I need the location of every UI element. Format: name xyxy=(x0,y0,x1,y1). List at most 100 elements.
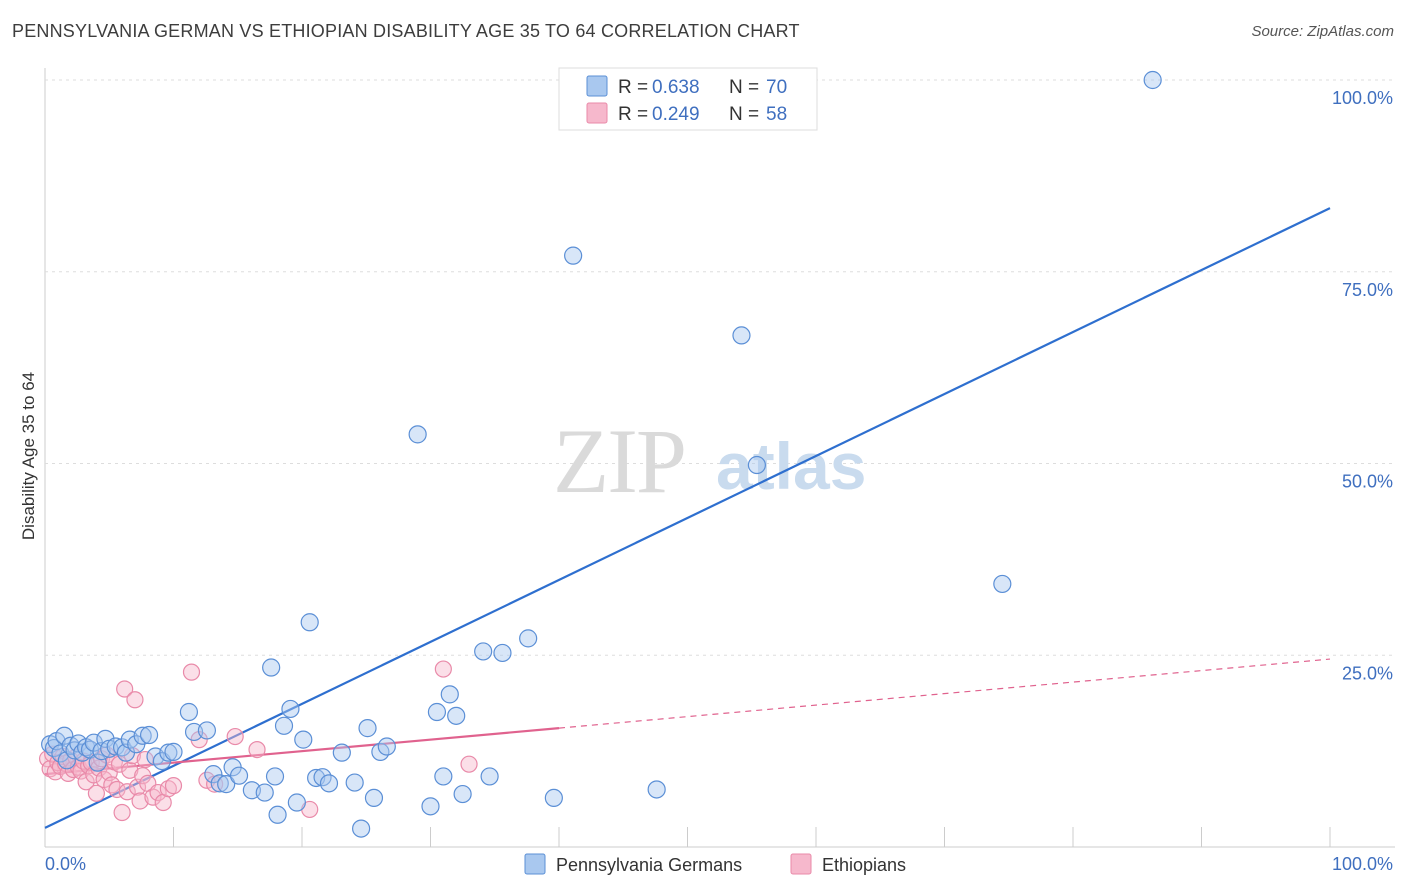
y-tick-label: 50.0% xyxy=(1342,472,1393,492)
pennsylvania-germans-point xyxy=(210,774,229,793)
pennsylvania-germans-point xyxy=(204,765,223,784)
pennsylvania-germans-point xyxy=(88,753,107,772)
legend-r-value-blue: 0.638 xyxy=(652,77,700,98)
legend-n-value-blue: 70 xyxy=(766,77,787,98)
pennsylvania-germans-point xyxy=(57,751,76,770)
series-legend-label-blue: Pennsylvania Germans xyxy=(556,855,742,875)
pennsylvania-germans-point xyxy=(447,706,466,725)
pennsylvania-germans-point xyxy=(96,729,115,748)
pennsylvania-germans-point xyxy=(55,726,74,745)
ethiopians-point xyxy=(144,788,162,806)
pennsylvania-germans-point xyxy=(434,767,453,786)
ethiopians-point xyxy=(103,776,121,794)
trend-line-ethiopians xyxy=(44,727,560,776)
ethiopians-point xyxy=(460,755,478,773)
ethiopians-point xyxy=(121,761,139,779)
pennsylvania-germans-point xyxy=(287,793,306,812)
pennsylvania-germans-point xyxy=(139,725,159,745)
ethiopians-point xyxy=(149,783,167,802)
chart-title: PENNSYLVANIA GERMAN VS ETHIOPIAN DISABIL… xyxy=(12,21,800,41)
y-tick-label: 25.0% xyxy=(1342,663,1393,683)
pennsylvania-germans-point xyxy=(453,784,472,804)
pennsylvania-germans-point xyxy=(993,574,1012,594)
pennsylvania-germans-point xyxy=(732,326,751,345)
ethiopians-point xyxy=(87,784,106,802)
legend-r-value-pink: 0.249 xyxy=(652,104,700,125)
ethiopians-point xyxy=(131,792,149,810)
trend-line-pennsylvania-germans xyxy=(44,207,1331,829)
pennsylvania-germans-point xyxy=(133,726,152,745)
series-pennsylvania-germans-points xyxy=(41,70,1162,838)
y-axis-title: Disability Age 35 to 64 xyxy=(19,372,38,540)
watermark: ZIP atlas xyxy=(553,410,866,512)
pennsylvania-germans-point xyxy=(164,742,183,761)
legend-n-label-blue: N = xyxy=(729,77,759,98)
pennsylvania-germans-point xyxy=(217,775,236,794)
pennsylvania-germans-point xyxy=(1143,70,1162,90)
pennsylvania-germans-point xyxy=(440,685,459,704)
ethiopians-point xyxy=(159,780,177,798)
pennsylvania-germans-point xyxy=(480,767,499,786)
pennsylvania-germans-point xyxy=(319,774,339,793)
pennsylvania-germans-point xyxy=(493,643,512,663)
pennsylvania-germans-point xyxy=(294,730,313,749)
pennsylvania-germans-point xyxy=(265,767,285,786)
pennsylvania-germans-point xyxy=(255,783,274,802)
pennsylvania-germans-point xyxy=(352,819,371,838)
legend-n-value-pink: 58 xyxy=(766,104,787,125)
trend-lines xyxy=(44,207,1331,829)
pennsylvania-germans-point xyxy=(427,702,447,722)
x-tick-label-max: 100.0% xyxy=(1332,854,1393,874)
y-tick-labels: 25.0% 50.0% 75.0% 100.0% xyxy=(1332,88,1393,683)
x-tick-label-min: 0.0% xyxy=(45,854,86,874)
ethiopians-point xyxy=(116,680,134,698)
pennsylvania-germans-point xyxy=(268,805,287,824)
pennsylvania-germans-point xyxy=(519,629,538,648)
pennsylvania-germans-point xyxy=(358,719,377,738)
ethiopians-point xyxy=(118,783,136,801)
pennsylvania-germans-point xyxy=(544,788,563,808)
pennsylvania-germans-point xyxy=(747,455,766,475)
pennsylvania-germans-point xyxy=(281,699,300,719)
y-tick-label: 75.0% xyxy=(1342,280,1393,300)
pennsylvania-germans-point xyxy=(647,780,666,799)
pennsylvania-germans-point xyxy=(229,766,249,785)
pennsylvania-germans-point xyxy=(332,743,351,762)
ethiopians-point xyxy=(110,755,129,773)
pennsylvania-germans-point xyxy=(421,797,440,816)
series-legend-swatch-blue xyxy=(524,853,546,875)
pennsylvania-germans-point xyxy=(474,642,493,661)
pennsylvania-germans-point xyxy=(564,246,583,265)
series-legend-label-pink: Ethiopians xyxy=(822,855,906,875)
series-legend: Pennsylvania Germans Ethiopians xyxy=(524,853,906,875)
ethiopians-point xyxy=(113,803,131,822)
pennsylvania-germans-point xyxy=(159,743,178,762)
watermark-zip: ZIP xyxy=(553,410,685,512)
pennsylvania-germans-point xyxy=(51,744,70,763)
pennsylvania-germans-point xyxy=(364,788,384,808)
pennsylvania-germans-point xyxy=(179,702,199,722)
ethiopians-point xyxy=(108,780,126,799)
ethiopians-point xyxy=(248,740,266,759)
pennsylvania-germans-point xyxy=(345,773,364,792)
series-legend-swatch-pink xyxy=(790,853,812,875)
watermark-atlas: atlas xyxy=(716,429,866,503)
trend-line-ethiopians-extrapolated xyxy=(558,658,1331,729)
ethiopians-point xyxy=(434,660,452,678)
pennsylvania-germans-point xyxy=(408,425,427,444)
ethiopians-point xyxy=(126,691,144,709)
legend-swatch-pink xyxy=(586,102,608,124)
pennsylvania-germans-point xyxy=(262,658,281,677)
pennsylvania-germans-point xyxy=(197,721,217,740)
stats-legend: R = 0.638 N = 70 R = 0.249 N = 58 xyxy=(558,67,818,131)
legend-r-label-blue: R = xyxy=(618,77,648,98)
ethiopians-point xyxy=(182,663,201,681)
legend-r-label-pink: R = xyxy=(618,104,648,125)
pennsylvania-germans-point xyxy=(377,737,396,756)
pennsylvania-germans-point xyxy=(274,716,294,735)
x-tick-labels: 0.0% 100.0% xyxy=(45,854,1393,874)
ethiopians-point xyxy=(226,727,244,746)
ethiopians-point xyxy=(164,777,183,795)
pennsylvania-germans-point xyxy=(300,613,319,632)
